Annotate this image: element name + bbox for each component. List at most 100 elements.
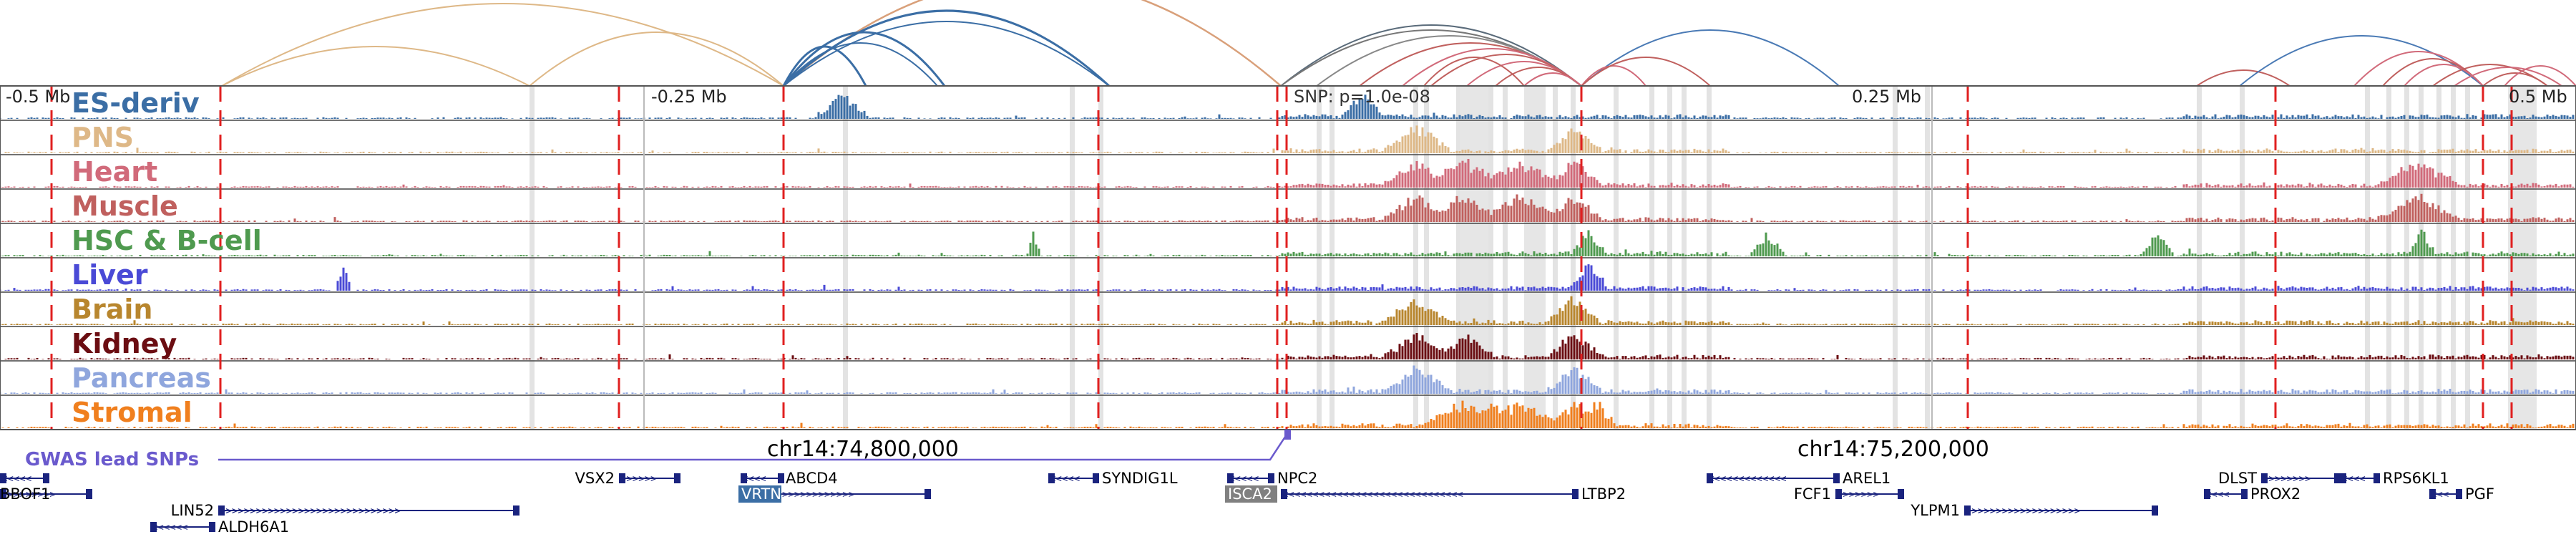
gene-prox2: <<<< PROX2 bbox=[2204, 485, 2301, 503]
gene-isca2: >>>>ISCA2 bbox=[1225, 485, 1277, 503]
gene-aldh6a1: <<<<<< ALDH6A1 bbox=[150, 518, 289, 536]
axis-mid-right-label: 0.25 Mb bbox=[1852, 87, 1921, 107]
gene-exon bbox=[209, 522, 215, 532]
gene-label: ABCD4 bbox=[786, 470, 838, 487]
gene-exon bbox=[1048, 473, 1055, 483]
gene-exon bbox=[2373, 473, 2380, 483]
track-labels: ES-deriv PNS Heart Muscle HSC & B-cell L… bbox=[72, 87, 262, 428]
snp-pvalue-label: SNP: p=1.0e-08 bbox=[1294, 87, 1430, 107]
interaction-arc bbox=[1423, 57, 1525, 87]
gene-exon bbox=[2429, 489, 2436, 499]
interaction-arc bbox=[529, 32, 784, 87]
track-label-heart: Heart bbox=[72, 156, 157, 188]
interaction-arc bbox=[783, 42, 938, 87]
gene-entpd5: <<<<<ENTPD5 bbox=[0, 473, 49, 485]
coordinate-label-right: chr14:75,200,000 bbox=[1797, 437, 1989, 462]
gene-exon bbox=[1572, 489, 1579, 499]
gene-exon bbox=[150, 522, 157, 532]
gwas-lead-snps-label: GWAS lead SNPs bbox=[25, 449, 199, 470]
gene-highlight-box bbox=[1225, 485, 1277, 503]
gene-bbof1: >>>>>>>>>BBOF1 bbox=[0, 485, 92, 503]
gene-label: LIN52 bbox=[171, 502, 214, 519]
gene-dlst: >>>>>>>> DLST bbox=[2218, 470, 2341, 487]
track-label-brain: Brain bbox=[72, 294, 152, 325]
interaction-arc bbox=[221, 46, 530, 87]
track-signal bbox=[0, 159, 2575, 188]
gene-strand-chevrons: >>>>>>>>>>>>>>>>>>>>>>>>>>>>>> bbox=[220, 505, 401, 517]
gene-npc2: <<<<< NPC2 bbox=[1227, 470, 1317, 487]
gene-label: ALDH6A1 bbox=[218, 518, 289, 536]
gene-exon bbox=[778, 473, 784, 483]
gene-exon bbox=[0, 489, 6, 499]
gene-strand-chevrons: <<<< bbox=[2205, 489, 2230, 500]
interaction-arc bbox=[1523, 72, 1582, 87]
gene-exon bbox=[2456, 489, 2462, 499]
axis-mid-left-label: -0.25 Mb bbox=[651, 87, 727, 107]
gene-label: PROX2 bbox=[2250, 485, 2301, 503]
interaction-arc bbox=[1581, 57, 1711, 87]
track-signal bbox=[0, 193, 2575, 222]
gene-exon bbox=[43, 473, 49, 483]
track-signal bbox=[0, 95, 2575, 119]
track-separator-lines bbox=[0, 120, 2576, 396]
axis-end-label: 0.5 Mb bbox=[2509, 87, 2567, 107]
gene-fcf1: >>>>>>> FCF1 bbox=[1794, 485, 1904, 503]
interaction-arc bbox=[782, 45, 867, 87]
gene-strand-chevrons: <<<<<<<<<<<<< bbox=[1708, 473, 1787, 485]
chromatin-interaction-arcs bbox=[221, 0, 2576, 87]
gene-exon bbox=[924, 489, 931, 499]
gene-label: YLPM1 bbox=[1910, 502, 1960, 519]
axis-start-label: -0.5 Mb bbox=[6, 87, 70, 107]
gene-label: VRTN bbox=[741, 485, 781, 503]
track-label-kidney: Kidney bbox=[72, 328, 177, 359]
track-signal bbox=[0, 296, 2575, 325]
interaction-arc bbox=[1280, 24, 1582, 87]
gene-strand-chevrons: <<<< bbox=[2341, 473, 2366, 485]
gene-abcd4: <<<< ABCD4 bbox=[741, 470, 838, 487]
coordinate-label-left: chr14:74,800,000 bbox=[767, 437, 959, 462]
gene-exon bbox=[2152, 505, 2158, 516]
gene-exon bbox=[2334, 473, 2341, 483]
gene-exon bbox=[619, 473, 625, 483]
interaction-arc bbox=[782, 31, 946, 87]
gene-exon bbox=[2261, 473, 2268, 483]
track-signal bbox=[1, 400, 2575, 428]
gene-exon bbox=[1964, 505, 1971, 516]
gene-exon bbox=[218, 505, 225, 516]
gene-label: ISCA2 bbox=[1228, 485, 1272, 503]
gene-strand-chevrons: >>>>>>> bbox=[1837, 489, 1879, 500]
gene-exon bbox=[1093, 473, 1099, 483]
gene-lin52: >>>>>>>>>>>>>>>>>>>>>>>>>>>>>> LIN52 bbox=[171, 502, 519, 519]
track-signal bbox=[0, 365, 2575, 394]
gene-strand-chevrons: >>>>>>>>>>>>>>>>>>> bbox=[1966, 505, 2080, 517]
track-label-es-deriv: ES-deriv bbox=[72, 87, 200, 119]
gene-exon bbox=[1898, 489, 1904, 499]
gene-label: AREL1 bbox=[1843, 470, 1890, 487]
track-label-hsc-b-cell: HSC & B-cell bbox=[72, 225, 262, 256]
track-signal bbox=[0, 333, 2575, 359]
gene-label: FCF1 bbox=[1794, 485, 1831, 503]
interaction-arc bbox=[2482, 72, 2548, 87]
gene-exon bbox=[86, 489, 92, 499]
gene-strand-chevrons: >>>>>>>>> bbox=[1, 489, 56, 500]
gene-rps6kl1: <<<< RPS6KL1 bbox=[2340, 470, 2449, 487]
track-signal bbox=[0, 264, 2575, 291]
gene-label: RPS6KL1 bbox=[2383, 470, 2449, 487]
gene-exon bbox=[2241, 489, 2248, 499]
interaction-arc bbox=[1581, 65, 1646, 87]
interaction-arc bbox=[1581, 29, 1840, 87]
gene-exon bbox=[513, 505, 519, 516]
gene-strand-chevrons: >>>>>>>> bbox=[2263, 473, 2311, 485]
interaction-arc bbox=[783, 21, 1110, 87]
interaction-arc bbox=[2196, 69, 2290, 87]
gene-highlight-box bbox=[738, 485, 781, 503]
interaction-arc bbox=[2504, 65, 2576, 87]
gene-exon bbox=[1835, 489, 1842, 499]
gene-label: PGF bbox=[2465, 485, 2494, 503]
gene-ylpm1: >>>>>>>>>>>>>>>>>>> YLPM1 bbox=[1910, 502, 2158, 519]
gene-pgf: <<< PGF bbox=[2429, 485, 2494, 503]
track-label-stromal: Stromal bbox=[72, 397, 192, 428]
gene-strand-chevrons: <<<<< bbox=[1050, 473, 1080, 485]
gene-syndig1l: <<<<< SYNDIG1L bbox=[1048, 470, 1178, 487]
gene-label: VSX2 bbox=[575, 470, 615, 487]
